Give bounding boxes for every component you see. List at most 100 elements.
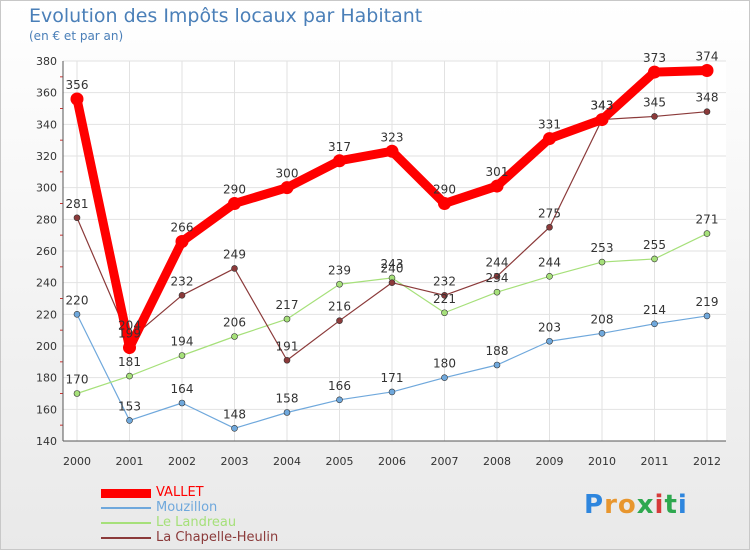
x-tick-label: 2010 — [588, 455, 616, 468]
data-point — [493, 273, 501, 280]
data-label: 214 — [643, 303, 666, 317]
data-point — [73, 214, 81, 222]
x-tick-label: 2005 — [326, 455, 354, 468]
data-point — [598, 330, 606, 337]
logo-letter: i — [677, 490, 688, 520]
data-point — [175, 235, 189, 248]
y-tick-label: 240 — [36, 277, 57, 290]
y-tick-label: 340 — [36, 118, 57, 131]
data-label: 301 — [486, 165, 509, 179]
data-label: 194 — [171, 335, 194, 349]
data-label: 166 — [328, 379, 351, 393]
legend-swatch — [101, 488, 151, 498]
data-label: 275 — [538, 206, 561, 220]
data-point — [651, 113, 658, 120]
data-label: 234 — [486, 271, 509, 285]
y-tick-label: 260 — [36, 245, 57, 258]
data-label: 148 — [223, 407, 246, 421]
y-tick-label: 200 — [36, 340, 57, 353]
data-point — [123, 341, 136, 355]
legend-item-la-chapelle-heulin: La Chapelle-Heulin — [101, 530, 361, 545]
data-point — [178, 352, 186, 359]
data-point — [231, 265, 238, 272]
data-point — [336, 396, 343, 404]
legend-label: La Chapelle-Heulin — [156, 530, 279, 545]
data-point — [228, 197, 241, 210]
data-point — [333, 154, 346, 168]
data-label: 374 — [696, 50, 719, 64]
data-label: 158 — [276, 392, 299, 406]
data-label: 153 — [118, 399, 141, 413]
x-tick-label: 2000 — [63, 455, 91, 468]
data-point — [493, 288, 501, 296]
legend-label: Le Landreau — [156, 515, 237, 530]
x-tick-label: 2006 — [378, 455, 406, 468]
data-label: 191 — [276, 339, 299, 353]
legend: VALLET Mouzillon Le Landreau La Chapelle… — [101, 485, 361, 545]
data-label: 373 — [643, 51, 666, 65]
legend-item-le-landreau: Le Landreau — [101, 515, 361, 530]
data-label: 356 — [66, 78, 89, 92]
y-tick-label: 300 — [36, 182, 57, 195]
data-label: 240 — [381, 262, 404, 276]
data-point — [231, 425, 238, 432]
data-point — [703, 108, 711, 115]
data-label: 180 — [433, 357, 456, 371]
data-point — [126, 417, 133, 424]
data-label: 221 — [433, 292, 456, 306]
data-point — [546, 337, 553, 345]
data-label: 255 — [643, 238, 666, 252]
data-label: 253 — [591, 241, 614, 255]
data-point — [178, 292, 186, 299]
data-point — [703, 312, 711, 320]
data-label: 266 — [171, 221, 194, 235]
data-label: 204 — [118, 319, 141, 333]
legend-item-mouzillon: Mouzillon — [101, 500, 361, 515]
x-tick-label: 2011 — [641, 455, 669, 468]
data-point — [126, 372, 133, 380]
y-tick-label: 160 — [36, 403, 57, 416]
logo-letter: x — [636, 490, 655, 520]
data-label: 343 — [591, 99, 614, 113]
x-tick-label: 2004 — [273, 455, 301, 468]
logo-letter: r — [604, 490, 618, 520]
x-tick-label: 2002 — [168, 455, 196, 468]
x-tick-label: 2003 — [221, 455, 249, 468]
data-point — [336, 317, 343, 324]
data-label: 281 — [66, 197, 89, 211]
data-label: 188 — [486, 344, 509, 358]
y-tick-label: 220 — [36, 308, 57, 321]
data-point — [336, 280, 343, 288]
data-label: 239 — [328, 263, 351, 277]
data-label: 345 — [643, 95, 666, 109]
logo-letter: P — [584, 490, 605, 520]
legend-label: VALLET — [156, 485, 204, 500]
data-label: 244 — [538, 255, 561, 269]
x-tick-label: 2007 — [431, 455, 459, 468]
x-tick-label: 2009 — [536, 455, 564, 468]
legend-label: Mouzillon — [156, 500, 218, 515]
data-point — [438, 197, 451, 210]
data-point — [388, 279, 396, 286]
data-label: 249 — [223, 247, 246, 261]
data-point — [441, 374, 448, 381]
y-tick-label: 280 — [36, 213, 57, 226]
data-label: 206 — [223, 316, 246, 330]
data-label: 216 — [328, 300, 351, 314]
chart-title: Evolution des Impôts locaux par Habitant — [29, 5, 423, 27]
data-point — [283, 409, 291, 416]
data-point — [493, 361, 501, 369]
data-point — [651, 255, 658, 263]
data-label: 244 — [486, 255, 509, 269]
data-point — [543, 132, 556, 146]
data-point — [385, 144, 399, 158]
data-label: 232 — [433, 274, 456, 288]
proxiti-logo: Proxiti — [584, 490, 688, 520]
data-label: 331 — [538, 118, 561, 132]
x-tick-label: 2012 — [693, 455, 721, 468]
y-tick-label: 380 — [36, 55, 57, 68]
data-point — [441, 309, 448, 317]
data-point — [703, 230, 711, 237]
data-point — [598, 258, 606, 266]
y-tick-label: 140 — [36, 435, 57, 448]
